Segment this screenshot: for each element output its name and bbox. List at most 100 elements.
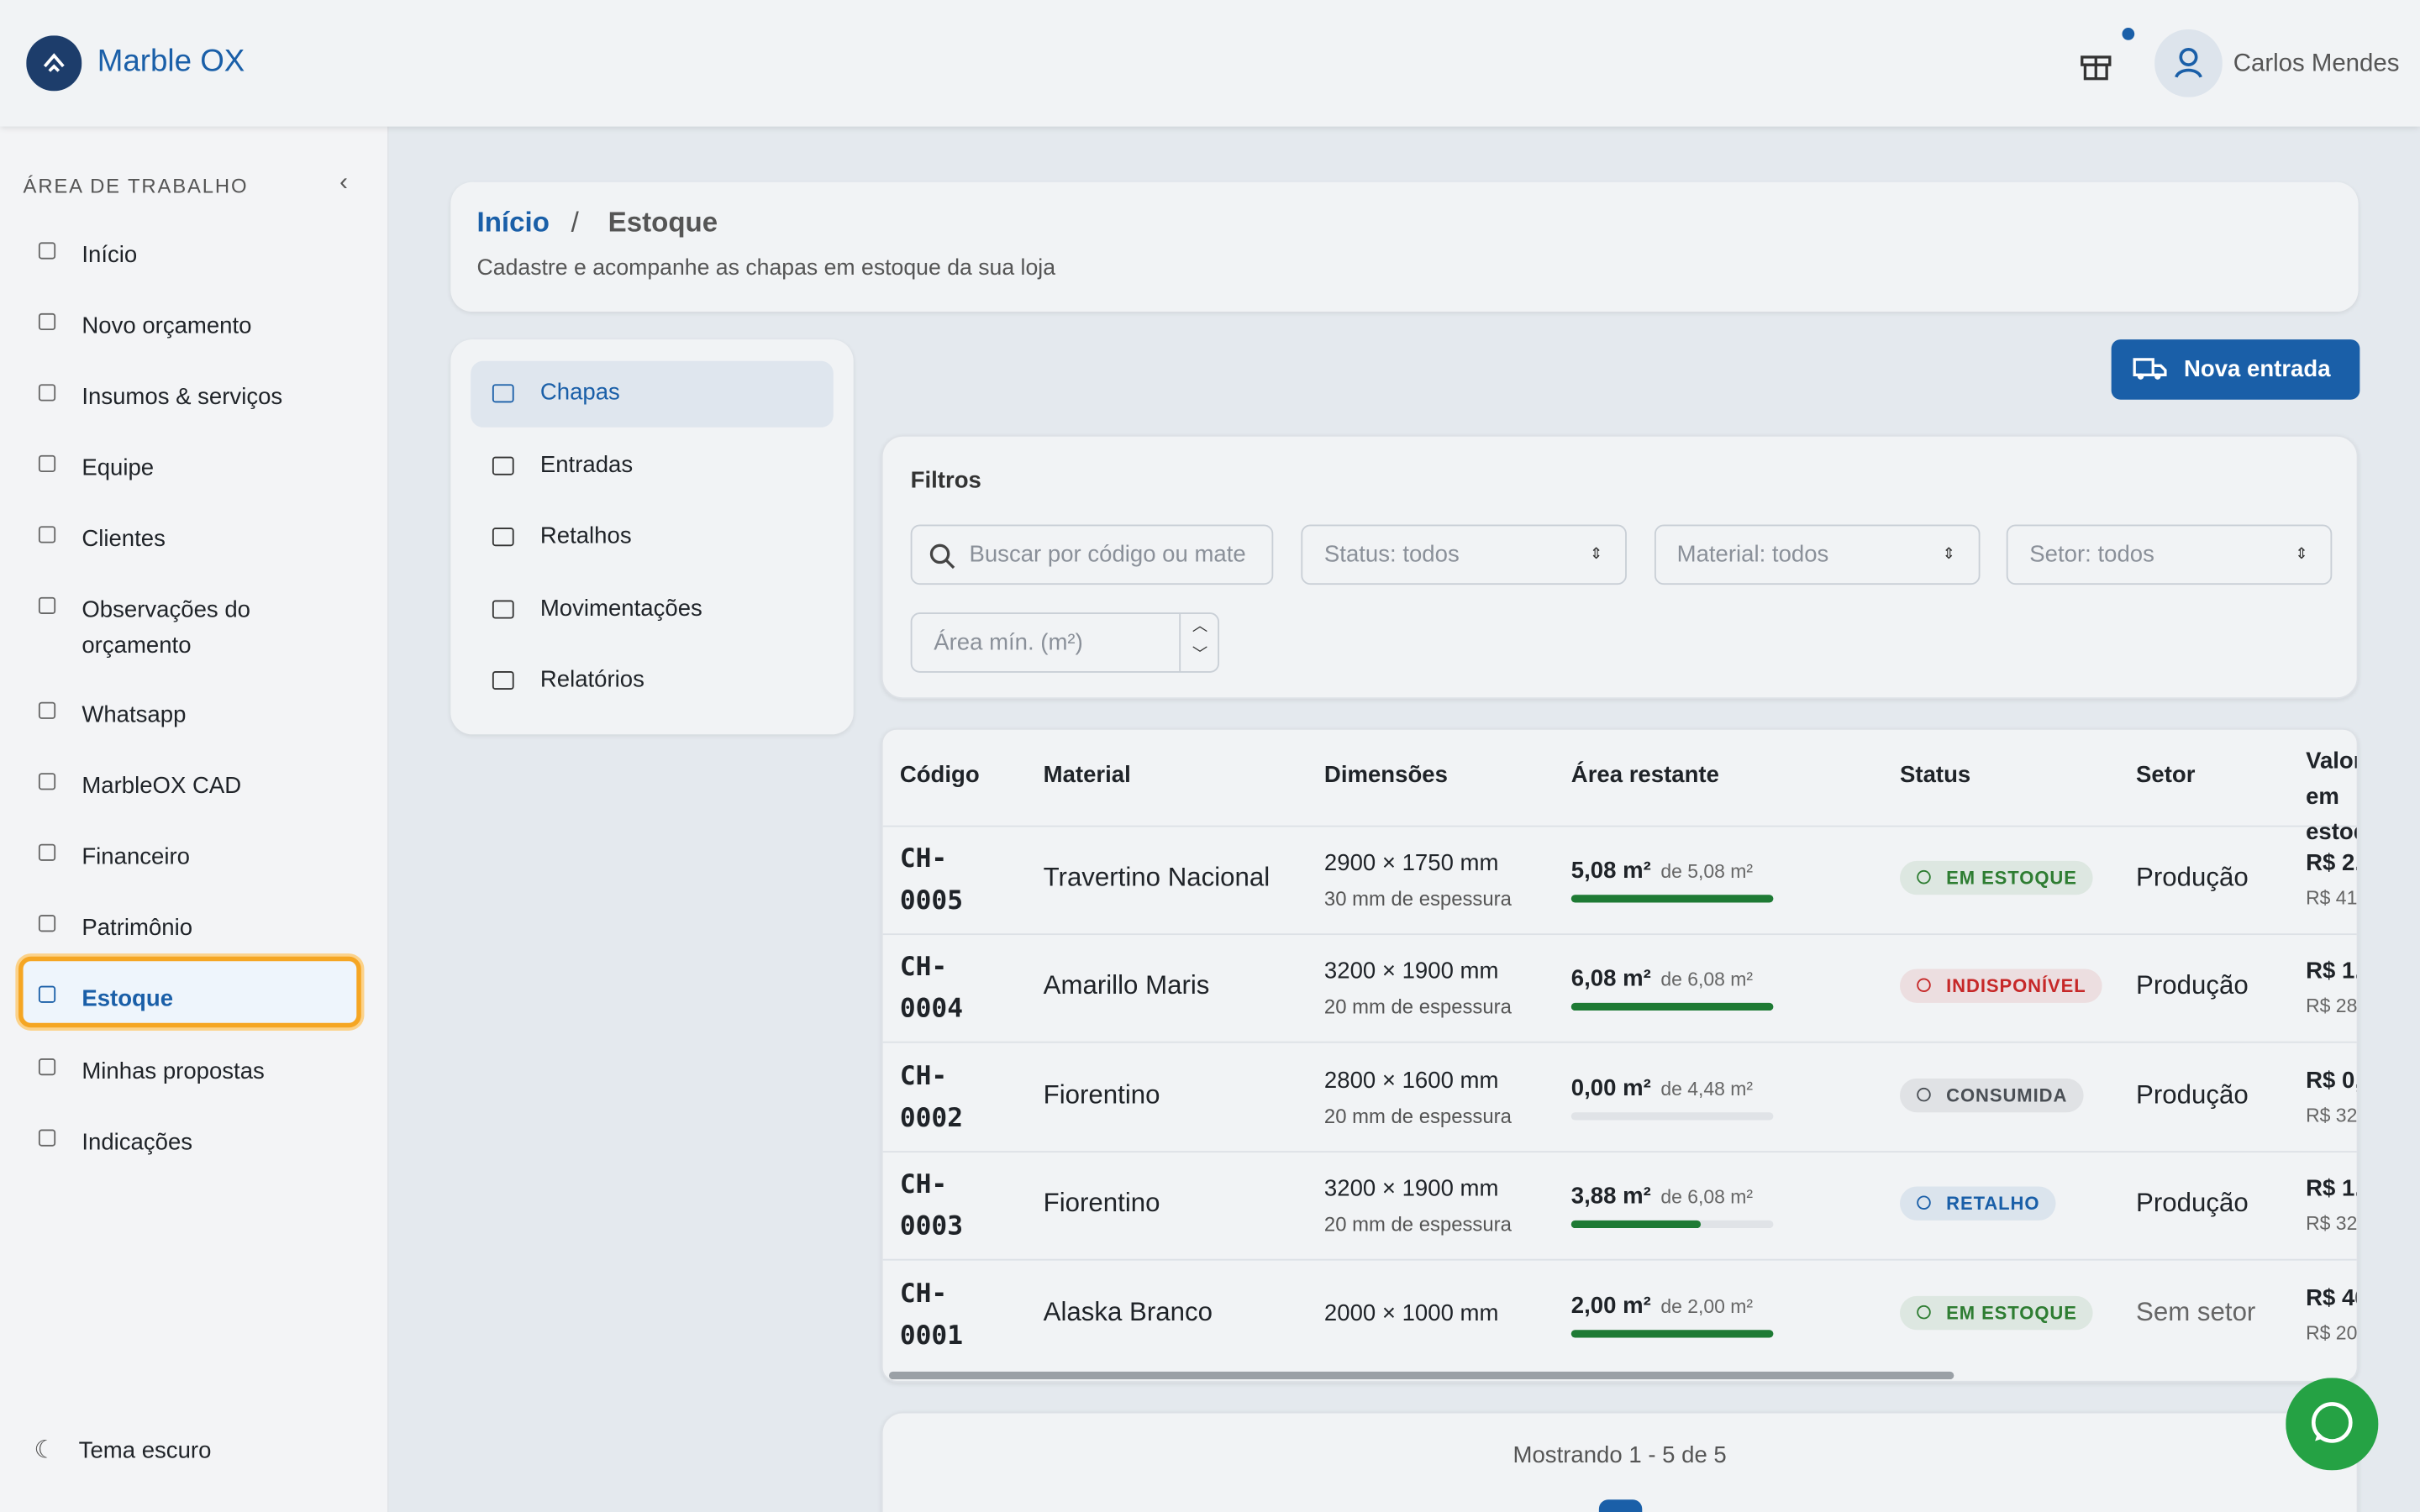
- material-cell: Fiorentino: [1043, 1079, 1160, 1110]
- new-entry-button[interactable]: Nova entrada: [2111, 339, 2360, 400]
- page-button[interactable]: [1598, 1499, 1643, 1512]
- area-remaining: 6,08 m²: [1570, 966, 1651, 993]
- code-cell: CH-0002: [899, 1061, 964, 1134]
- logo: [26, 35, 82, 92]
- nav-icon: [38, 701, 56, 719]
- sector-cell: Produção: [2136, 1079, 2249, 1110]
- nav-item[interactable]: Minhas propostas: [18, 1029, 361, 1100]
- status-icon: [1917, 869, 1931, 885]
- nav-item[interactable]: Whatsapp: [18, 673, 361, 743]
- whatsapp-button[interactable]: [2286, 1378, 2379, 1471]
- table-row[interactable]: CH-0004 Amarillo Maris 3200 × 1900 mm 20 mm…: [882, 936, 2358, 1044]
- spinner[interactable]: ︿ ﹀: [1179, 614, 1218, 671]
- subnav-icon: [492, 599, 514, 618]
- subnav-icon: [492, 670, 514, 690]
- area-total: de 5,08 m²: [1660, 860, 1754, 883]
- nav-label: Patrimônio: [82, 915, 193, 942]
- subnav-item[interactable]: Retalhos: [471, 505, 834, 571]
- brand: Marble OX: [97, 45, 245, 79]
- nav-item[interactable]: MarbleOX CAD: [18, 743, 361, 814]
- subnav-item[interactable]: Relatórios: [471, 648, 834, 714]
- area-input[interactable]: Área mín. (m²) ︿ ﹀: [910, 612, 1220, 673]
- filter-select[interactable]: Status: todos ⇕: [1301, 524, 1627, 585]
- dimensions: 2900 × 1750 mm: [1323, 850, 1499, 877]
- code-cell: CH-0003: [899, 1169, 964, 1242]
- nav-icon: [38, 773, 56, 790]
- nav-label: Equipe: [82, 454, 155, 482]
- value-cell: R$ 1.: [2306, 1175, 2359, 1203]
- theme-toggle[interactable]: Tema escuro: [78, 1437, 212, 1465]
- nav-icon: [38, 596, 56, 615]
- nav-label: Observações do orçamento: [82, 596, 250, 659]
- table-row[interactable]: CH-0003 Fiorentino 3200 × 1900 mm 20 mm de …: [882, 1152, 2359, 1261]
- avatar[interactable]: [2154, 29, 2223, 97]
- nav-label: Clientes: [82, 526, 166, 553]
- nav-item[interactable]: Estoque: [18, 956, 361, 1028]
- subnav-item[interactable]: Movimentações: [471, 576, 834, 643]
- gift-icon[interactable]: [2077, 45, 2139, 85]
- table-row[interactable]: CH-0001 Alaska Branco 2000 × 1000 mm 2,00 m…: [883, 1262, 2358, 1370]
- value-sub: R$ 20: [2306, 1321, 2358, 1344]
- scrollbar[interactable]: [888, 1371, 1954, 1380]
- select-label: Setor: todos: [2029, 541, 2154, 568]
- nav-item[interactable]: Equipe: [18, 426, 361, 496]
- stock-table: Código Material Dimensões Área restante Stat…: [881, 727, 2359, 1383]
- column-header: Código: [899, 762, 980, 789]
- value-cell: R$ 0,: [2306, 1067, 2359, 1094]
- nav-icon: [38, 1129, 56, 1147]
- top-bar: Marble OX Carlos Mendes: [0, 0, 2420, 127]
- area-remaining: 0,00 m²: [1570, 1074, 1651, 1102]
- subnav-item[interactable]: Entradas: [471, 433, 834, 499]
- nav-icon: [38, 384, 56, 402]
- table-row[interactable]: CH-0002 Fiorentino 2800 × 1600 mm 20 mm de …: [882, 1044, 2359, 1152]
- area-total: de 4,48 m²: [1660, 1078, 1754, 1100]
- status-badge: RETALHO: [1900, 1186, 2055, 1221]
- nav-icon: [38, 985, 56, 1003]
- nav-item[interactable]: Clientes: [18, 496, 361, 567]
- pagination-card: Mostrando 1 - 5 de 5: [881, 1411, 2359, 1512]
- user-name[interactable]: Carlos Mendes: [2233, 50, 2400, 77]
- search-placeholder: Buscar por código ou mate: [969, 541, 1246, 568]
- area-bar: [1570, 1221, 1701, 1229]
- filters-title: Filtros: [910, 467, 981, 494]
- area-total: de 2,00 m²: [1660, 1295, 1754, 1317]
- subnav-label: Chapas: [539, 379, 620, 407]
- filter-select[interactable]: Setor: todos ⇕: [2006, 524, 2333, 585]
- area-total: de 6,08 m²: [1660, 969, 1754, 991]
- table-row[interactable]: CH-0005 Travertino Nacional 2900 × 1750 mm…: [882, 827, 2359, 936]
- nav-item[interactable]: Início: [18, 213, 361, 283]
- area-bar: [1570, 1329, 1774, 1337]
- collapse-button[interactable]: ‹: [339, 170, 348, 197]
- subnav: Chapas Entradas Retalhos Movimentações Relat…: [450, 339, 854, 735]
- subnav-item[interactable]: Chapas: [471, 360, 834, 428]
- select-chevron: ⇕: [1942, 546, 1955, 564]
- nav-icon: [38, 843, 56, 861]
- search-input[interactable]: Buscar por código ou mate: [910, 524, 1274, 585]
- table-header-row: [882, 730, 2357, 827]
- filter-select[interactable]: Material: todos ⇕: [1654, 524, 1980, 585]
- breadcrumb-current: Estoque: [608, 207, 718, 238]
- sector-cell: Produção: [2136, 862, 2249, 892]
- nav-item[interactable]: Indicações: [18, 1100, 361, 1171]
- nav-item[interactable]: Insumos & serviços: [18, 354, 361, 425]
- nav-item[interactable]: Financeiro: [18, 815, 361, 885]
- status-icon: [1917, 1305, 1931, 1319]
- value-sub: R$ 32: [2306, 1213, 2358, 1235]
- breadcrumb-link[interactable]: Início: [476, 207, 550, 238]
- subnav-label: Entradas: [539, 451, 634, 478]
- nav-item[interactable]: Patrimônio: [18, 885, 361, 956]
- value-cell: R$ 2.: [2306, 850, 2359, 877]
- nav-icon: [38, 1058, 56, 1076]
- nav-item[interactable]: Novo orçamento: [18, 284, 361, 354]
- nav-label: Indicações: [82, 1129, 193, 1156]
- subnav-icon: [492, 384, 514, 403]
- nav-item[interactable]: Observações do orçamento: [18, 568, 361, 679]
- dimensions: 3200 × 1900 mm: [1323, 958, 1499, 985]
- nav-label: Início: [82, 242, 138, 269]
- code-cell: CH-0001: [899, 1278, 964, 1352]
- select-label: Status: todos: [1323, 541, 1460, 568]
- area-remaining: 2,00 m²: [1570, 1292, 1651, 1319]
- value-sub: R$ 28: [2306, 995, 2358, 1018]
